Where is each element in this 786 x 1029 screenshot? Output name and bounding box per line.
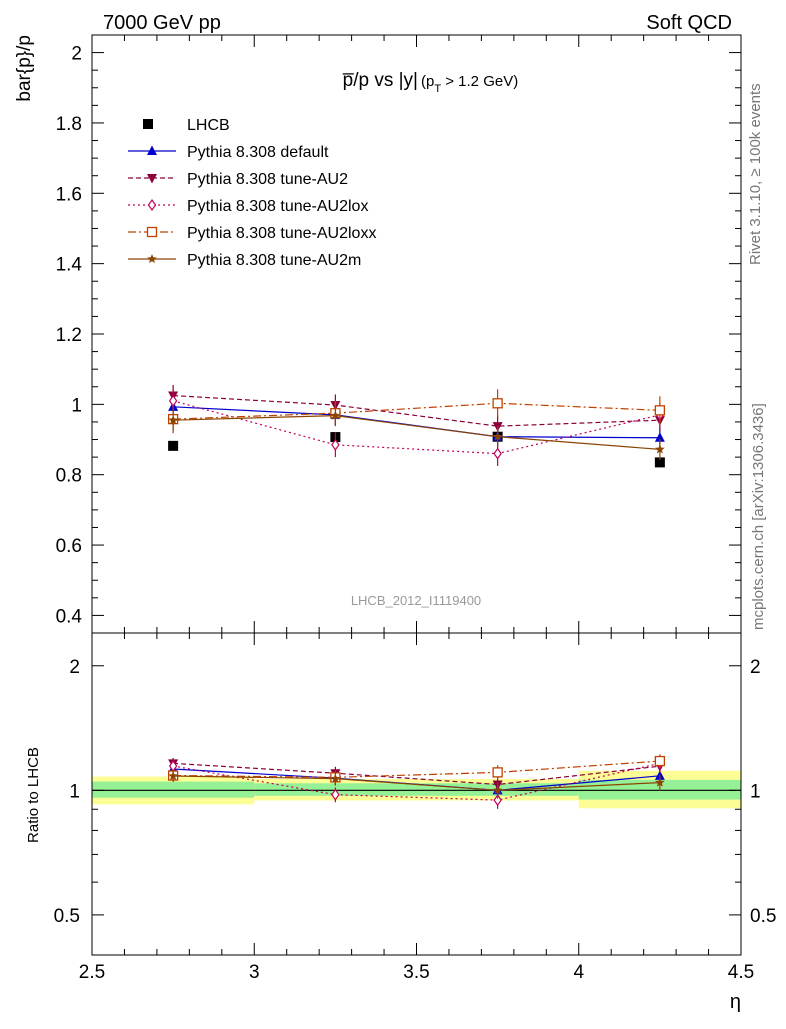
legend-label: Pythia 8.308 tune-AU2lox xyxy=(187,198,368,215)
point-marker xyxy=(655,777,665,787)
x-tick-label: 2.5 xyxy=(79,962,105,983)
rivet-label: Rivet 3.1.10, ≥ 100k events xyxy=(747,83,764,265)
chart-title: p̅/p vs |y| xyxy=(342,70,418,91)
series-line-ratio xyxy=(173,775,660,791)
chart-title-main: p̅/p vs |y| xyxy=(342,70,418,91)
point-marker xyxy=(654,432,665,442)
data-point-marker xyxy=(168,440,179,451)
chart-title-condition-prefix: (p xyxy=(421,73,434,90)
point-marker xyxy=(168,394,178,407)
x-tick-label: 4 xyxy=(573,962,584,983)
point-marker xyxy=(330,773,341,783)
point-marker xyxy=(147,174,157,184)
legend-label: Pythia 8.308 tune-AU2 xyxy=(187,171,348,188)
legend-label: Pythia 8.308 default xyxy=(187,144,329,161)
point-marker xyxy=(331,788,340,801)
data-point-marker xyxy=(143,119,153,129)
point-marker xyxy=(331,438,340,451)
point-marker xyxy=(147,198,157,212)
point-marker xyxy=(168,771,178,780)
point-marker xyxy=(655,444,665,454)
y-tick-label: 0.8 xyxy=(56,466,82,487)
point-marker xyxy=(147,145,157,155)
legend-label: Pythia 8.308 tune-AU2m xyxy=(187,252,361,269)
ratio-y-tick-label: 1 xyxy=(69,781,80,802)
ratio-y-axis-label: Ratio to LHCB xyxy=(25,747,42,843)
y-tick-label: 0.6 xyxy=(56,536,82,557)
ratio-y-tick-label-right: 1 xyxy=(750,781,761,802)
mcplots-label: mcplots.cern.ch [arXiv:1306.3436] xyxy=(750,403,767,630)
legend-label: Pythia 8.308 tune-AU2loxx xyxy=(187,225,376,242)
series-line-main xyxy=(173,394,660,427)
ratio-y-tick-label-right: 0.5 xyxy=(750,906,776,927)
analysis-watermark: LHCB_2012_I1119400 xyxy=(351,593,481,608)
header-right-label: Soft QCD xyxy=(646,12,732,34)
y-axis-label: bar{p}/p xyxy=(14,35,35,102)
point-marker xyxy=(654,405,666,416)
point-marker xyxy=(492,785,503,795)
y-tick-label: 2 xyxy=(71,44,82,65)
x-tick-label: 4.5 xyxy=(728,962,754,983)
point-marker xyxy=(493,447,502,460)
ratio-y-tick-label-right: 2 xyxy=(750,657,761,678)
point-marker xyxy=(493,794,502,807)
x-axis-label: η xyxy=(730,991,741,1013)
y-tick-label: 1 xyxy=(71,395,82,416)
chart-title-condition-sub: T xyxy=(434,83,441,95)
y-tick-label: 1.4 xyxy=(56,255,83,276)
y-tick-label: 1.2 xyxy=(56,325,82,346)
point-marker xyxy=(492,767,503,778)
point-marker xyxy=(492,431,503,441)
series-line-main xyxy=(173,402,660,420)
ratio-y-tick-label: 2 xyxy=(69,657,80,678)
header-left-label: 7000 GeV pp xyxy=(103,12,221,34)
ratio-y-tick-label: 0.5 xyxy=(54,906,80,927)
data-point-marker xyxy=(654,457,665,468)
point-marker xyxy=(146,226,158,238)
series-line-ratio xyxy=(173,762,660,786)
chart-title-condition-suffix: > 1.2 GeV) xyxy=(441,73,518,90)
point-marker xyxy=(168,415,178,425)
series-line-ratio xyxy=(173,762,661,801)
y-tick-label: 1.8 xyxy=(56,114,82,135)
series-line-main xyxy=(173,406,660,439)
y-tick-label: 0.4 xyxy=(56,606,83,627)
x-tick-label: 3 xyxy=(249,962,260,983)
point-marker xyxy=(330,410,341,420)
point-marker xyxy=(654,755,666,767)
point-marker xyxy=(492,398,503,409)
ratio-band-green xyxy=(92,781,255,798)
point-marker xyxy=(147,254,157,263)
x-tick-label: 3.5 xyxy=(403,962,429,983)
series-line-ratio xyxy=(173,760,660,778)
series-line-main xyxy=(173,415,660,450)
legend-label: LHCB xyxy=(187,117,230,134)
chart-title-condition: (pT > 1.2 GeV) xyxy=(421,73,518,95)
y-tick-label: 1.6 xyxy=(56,184,82,205)
